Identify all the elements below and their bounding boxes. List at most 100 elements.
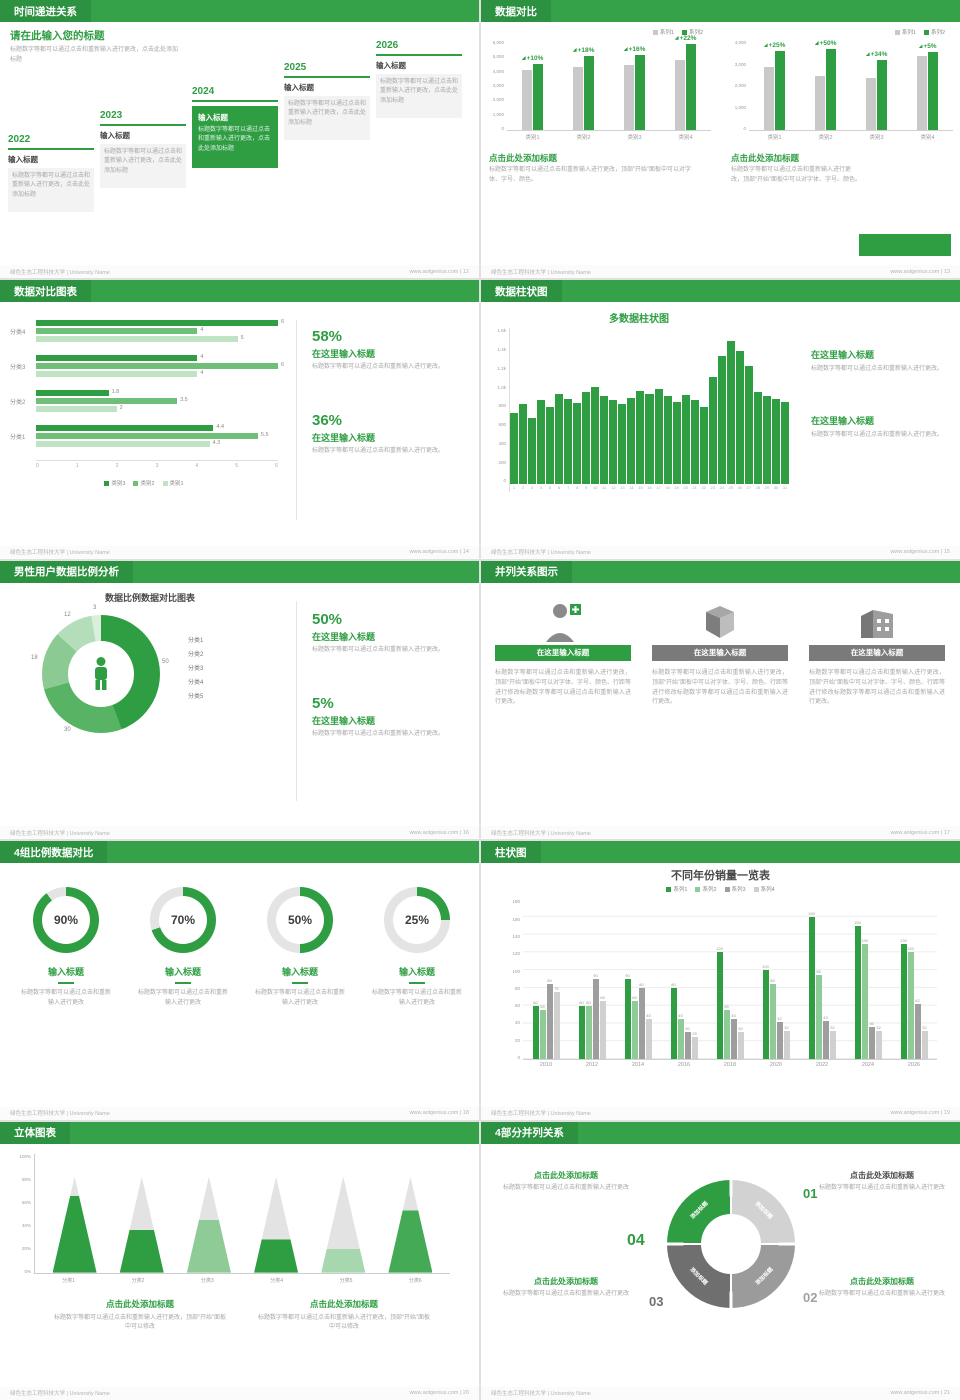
slide-18[interactable]: 4组比例数据对比 90% 输入标题 标题数字等都可以通过点击和重新输入进行更改 …	[0, 841, 479, 1120]
slide-19[interactable]: 柱状图 不同年份销量一览表 系列1 系列2 系列3 系列4 180 160 140 1…	[481, 841, 960, 1120]
bar-column: 31	[780, 328, 789, 492]
timeline-text: 标题数字等都可以通过点击和重新输入进行更改，点击此处添加标题	[284, 96, 370, 140]
block-title: 在这里输入标题	[811, 350, 875, 361]
ring-body: 标题数字等都可以通过点击和重新输入进行更改	[137, 990, 228, 1007]
bar-column: 11	[600, 328, 609, 492]
ring-hole: 50%	[276, 896, 324, 945]
slide-15[interactable]: 数据柱状图 多数据柱状图 1.6k 1.4k 1.2k 1.0k 800 600 400 20…	[481, 280, 960, 559]
text-block: 点击此处添加标题 标题数字等都可以通过点击和重新输入进行更改，顶部“开始”面板中…	[52, 1298, 228, 1334]
item-body: 标题数字等都可以通过点击和重新输入进行更改，顶部“开始”面板中可以对字体、字号、…	[495, 669, 631, 706]
cone	[41, 1176, 108, 1273]
bar-column: 27	[744, 328, 753, 492]
legend-label: 分类4	[188, 679, 204, 686]
stat-label: 在这里输入标题	[312, 631, 376, 642]
slide-16[interactable]: 男性用户数据比例分析 数据比例数据对比图表 50 30 18 12 3 分类1 …	[0, 560, 479, 840]
x-label: 9	[585, 485, 588, 491]
slide-17-content: 在这里输入标题 标题数字等都可以通过点击和重新输入进行更改，顶部“开始”面板中可…	[481, 583, 960, 826]
slide-12[interactable]: 时间递进关系 请在此输入您的标题 标题数字等都可以通过点击和重新输入进行更改，点…	[0, 0, 479, 279]
bar: 150	[854, 920, 861, 1060]
bar-column: 8	[573, 328, 582, 492]
plot-area: 60 55 85 75 2010 60 60 90 65 2012 90 65 80 45 2014 80 45…	[523, 899, 937, 1069]
legend-item: 分类2	[188, 649, 203, 658]
bar: 100	[762, 964, 769, 1060]
bar	[645, 394, 654, 485]
footer-page-number: 14	[458, 549, 469, 555]
x-label: 10	[593, 485, 598, 491]
footer-page: www.aotgenius.com13	[890, 269, 950, 275]
bar	[537, 400, 546, 485]
bar-group: 分类4 6 4 5	[10, 319, 284, 343]
slide-21[interactable]: 4部分并列关系 添加标题 添加标题 添加标题 添加标题 01 02 03 04 …	[481, 1121, 960, 1400]
bar-column: 7	[564, 328, 573, 492]
x-label: 2010	[539, 1062, 553, 1069]
x-label: 2026	[907, 1062, 921, 1069]
bar-group: 130 120 62 32 2026	[891, 899, 937, 1069]
bar-column: 19	[672, 328, 681, 492]
progress-ring: 70%	[150, 887, 216, 954]
x-label: 2016	[677, 1062, 691, 1069]
block-body: 标题数字等都可以通过点击和重新输入进行更改	[502, 1290, 629, 1297]
bar-column: 30	[771, 328, 780, 492]
bar-column: 28	[753, 328, 762, 492]
bar-annotation: +22%	[674, 35, 696, 42]
slide-14[interactable]: 数据对比图表 分类4 6 4 5 分类3 4 6 4 分类2 1.8 3.5 2 分类1 4.4 5.5 4.…	[0, 280, 479, 559]
footer-page: www.aotgenius.com16	[409, 830, 469, 836]
legend-swatch	[133, 480, 139, 486]
legend: 系列1 系列2 系列3 系列4	[481, 885, 960, 893]
slide-footer: 绿色生态工程科技大学 | University Name www.aotgeniu…	[481, 1386, 960, 1400]
bar-column: 13	[618, 328, 627, 492]
ring-hole: 70%	[159, 896, 207, 945]
bar: 6	[36, 362, 284, 370]
bar: 30	[684, 1026, 691, 1060]
bar	[866, 78, 876, 130]
legend-swatch	[894, 29, 900, 35]
footer-page: www.aotgenius.com19	[890, 1110, 950, 1116]
legend-item: 系列1	[652, 28, 674, 36]
x-label: 2018	[723, 1062, 737, 1069]
legend-item: 系列4	[753, 885, 775, 893]
footer-page: www.aotgenius.com14	[409, 549, 469, 555]
slide-20[interactable]: 立体图表 100% 80% 60% 40% 20% 0% 分类1 分类2 分类3 分类4 …	[0, 1121, 479, 1400]
bar-column: 15	[636, 328, 645, 492]
slide-17[interactable]: 并列关系图示 在这里输入标题 标题数字等都可以通过点击和重新输入进行更改，顶部“…	[481, 560, 960, 840]
text-block: 点击此处添加标题 标题数字等都可以通过点击和重新输入进行更改	[491, 1170, 641, 1194]
x-label: 类别2	[818, 135, 833, 141]
footer-org: 绿色生态工程科技大学 | University Name	[10, 269, 110, 276]
bar	[582, 392, 591, 485]
legend-label: 类别3	[111, 481, 126, 488]
bar	[546, 406, 555, 485]
slide-header: 时间递进关系	[0, 0, 479, 22]
footer-url: www.aotgenius.com	[409, 268, 459, 275]
timeline-year: 2024	[192, 86, 215, 97]
caption-title: 点击此处添加标题	[489, 153, 558, 163]
x-label: 2012	[585, 1062, 599, 1069]
bar: 4.4	[36, 424, 224, 432]
footer-org: 绿色生态工程科技大学 | University Name	[10, 550, 110, 557]
x-label: 分类6	[408, 1277, 422, 1284]
bar-column: 26	[735, 328, 744, 492]
slide-15-content: 多数据柱状图 1.6k 1.4k 1.2k 1.0k 800 600 400 200 0 1 2 3 4…	[481, 302, 960, 545]
bar: 45	[677, 1013, 684, 1060]
bar-column: 4	[537, 328, 546, 492]
bar: 6	[36, 319, 284, 327]
slide-16-content: 数据比例数据对比图表 50 30 18 12 3 分类1 分类2 分类3 分类4…	[0, 583, 479, 826]
x-label: 类别4	[678, 135, 693, 141]
stat-block: 36% 在这里输入标题 标题数字等都可以通过点击和重新输入进行更改。	[312, 412, 464, 457]
block-title: 在这里输入标题	[811, 416, 875, 427]
legend-swatch	[724, 886, 730, 892]
divider	[175, 982, 191, 985]
bar	[627, 398, 636, 485]
bar: 120	[716, 946, 723, 1060]
block-body: 标题数字等都可以通过点击和重新输入进行更改	[502, 1184, 629, 1191]
bar: 1.8	[36, 389, 119, 397]
stat-label: 在这里输入标题	[312, 349, 376, 360]
bar	[510, 412, 519, 485]
legend-item: 分类4	[188, 677, 203, 686]
part-number-01: 01	[803, 1185, 818, 1201]
slide-header: 数据对比	[481, 0, 960, 22]
slide-21-content: 添加标题 添加标题 添加标题 添加标题 01 02 03 04 点击此处添加标题…	[481, 1144, 960, 1387]
x-label: 16	[647, 485, 652, 491]
legend-item: 类别3	[104, 479, 125, 487]
slide-13[interactable]: 数据对比 系列1 系列2 6,000 5,000 4,000 3,000 2,000 1,…	[481, 0, 960, 279]
